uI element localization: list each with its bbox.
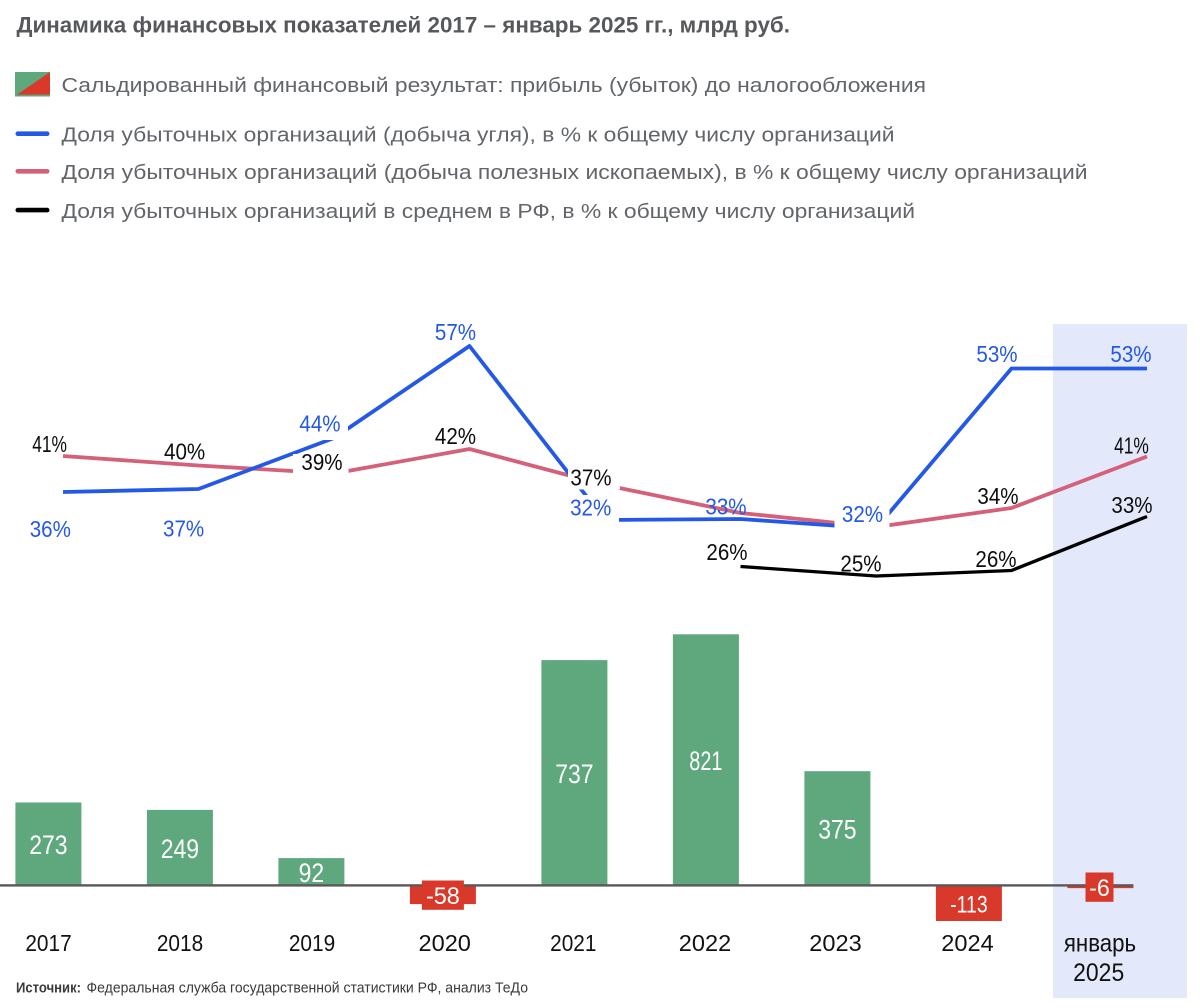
svg-text:821: 821 [689, 746, 722, 776]
svg-text:273: 273 [29, 830, 67, 860]
svg-text:39%: 39% [301, 449, 342, 475]
svg-text:-113: -113 [950, 891, 988, 918]
svg-text:-58: -58 [426, 883, 460, 910]
svg-text:2023: 2023 [809, 930, 861, 956]
svg-text:33%: 33% [705, 494, 746, 520]
svg-text:Федеральная служба государстве: Федеральная служба государственной стати… [87, 980, 529, 997]
svg-text:25%: 25% [840, 551, 881, 577]
svg-text:40%: 40% [164, 439, 205, 465]
svg-text:92: 92 [299, 858, 325, 888]
svg-text:32%: 32% [842, 501, 883, 527]
svg-text:37%: 37% [163, 516, 204, 542]
svg-text:Источник:: Источник: [16, 980, 81, 997]
svg-text:33%: 33% [1111, 492, 1152, 518]
svg-text:Доля убыточных организаций в с: Доля убыточных организаций в среднем в Р… [62, 201, 915, 223]
svg-text:26%: 26% [706, 539, 747, 565]
svg-text:26%: 26% [975, 546, 1016, 572]
svg-text:32%: 32% [570, 495, 611, 521]
svg-text:2018: 2018 [157, 930, 203, 956]
svg-text:2019: 2019 [289, 930, 335, 956]
svg-text:41%: 41% [1114, 433, 1149, 459]
svg-text:Доля убыточных организаций (до: Доля убыточных организаций (добыча полез… [62, 162, 1088, 184]
svg-text:Доля убыточных организаций (до: Доля убыточных организаций (добыча угля)… [62, 125, 895, 147]
svg-text:-6: -6 [1089, 875, 1110, 902]
svg-text:2022: 2022 [679, 930, 731, 956]
svg-text:53%: 53% [976, 341, 1017, 367]
svg-text:2017: 2017 [25, 930, 71, 956]
svg-text:Динамика финансовых показателе: Динамика финансовых показателей 2017 – я… [17, 13, 791, 38]
svg-text:34%: 34% [977, 483, 1018, 509]
svg-text:37%: 37% [570, 465, 611, 491]
svg-text:2025: 2025 [1073, 959, 1124, 987]
svg-text:737: 737 [555, 759, 593, 789]
svg-text:2024: 2024 [941, 930, 994, 956]
svg-text:53%: 53% [1110, 341, 1151, 367]
svg-text:41%: 41% [32, 431, 67, 457]
svg-text:36%: 36% [30, 516, 71, 542]
svg-text:Сальдированный финансовый резу: Сальдированный финансовый результат: при… [62, 75, 927, 97]
svg-text:42%: 42% [435, 423, 476, 449]
svg-text:2020: 2020 [419, 930, 471, 956]
svg-text:январь: январь [1064, 929, 1136, 957]
svg-text:44%: 44% [299, 411, 340, 437]
svg-text:375: 375 [818, 814, 856, 844]
svg-text:249: 249 [161, 834, 199, 864]
svg-text:57%: 57% [435, 319, 476, 345]
svg-text:2021: 2021 [550, 930, 596, 956]
